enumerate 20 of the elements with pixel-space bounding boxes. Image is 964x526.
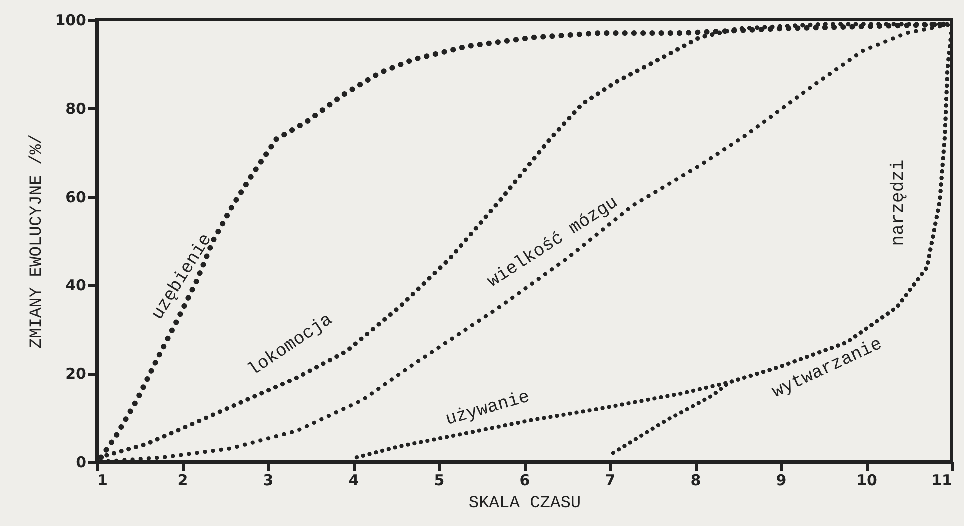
y-tick-label: 60 bbox=[66, 188, 86, 206]
x-tick-label: 4 bbox=[348, 472, 360, 490]
y-tick-label: 0 bbox=[76, 454, 86, 472]
y-tick-label: 40 bbox=[66, 276, 86, 295]
x-tick-label: 2 bbox=[178, 472, 188, 490]
x-tick-label: 9 bbox=[776, 472, 787, 490]
x-tick-label: 5 bbox=[434, 472, 445, 490]
y-axis-title: ZMIANY EWOLUCYJNE /%/ bbox=[28, 134, 48, 349]
x-tick-label: 3 bbox=[263, 472, 274, 490]
x-tick-label: 1 bbox=[98, 472, 108, 490]
annotation: narzędzi bbox=[889, 160, 910, 246]
x-tick-label: 6 bbox=[520, 472, 530, 490]
x-tick-label: 8 bbox=[690, 472, 702, 490]
y-tick-label: 20 bbox=[66, 365, 86, 384]
x-tick-label: 11 bbox=[932, 472, 952, 490]
x-tick-label: 7 bbox=[605, 472, 616, 490]
x-tick-label: 10 bbox=[856, 472, 878, 490]
y-tick-label: 100 bbox=[55, 12, 86, 30]
x-axis-title: SKALA CZASU bbox=[468, 494, 582, 514]
y-tick-label: 80 bbox=[66, 100, 86, 118]
